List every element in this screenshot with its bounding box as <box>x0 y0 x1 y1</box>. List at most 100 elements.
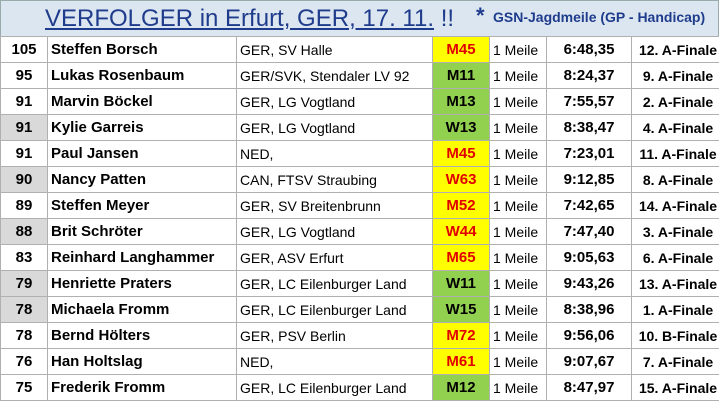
row: 75 Frederik Fromm GER, LC Eilenburger Land… <box>0 374 719 401</box>
time: 9:12,85 <box>546 166 632 193</box>
name: Marvin Böckel <box>47 88 237 115</box>
row: 89 Steffen Meyer GER, SV Breitenbrunn M52 1 … <box>0 192 719 219</box>
exclaim: !! <box>440 5 455 32</box>
time: 9:07,67 <box>546 348 632 375</box>
distance: 1 Meile <box>489 348 547 375</box>
final: 10. B-Finale <box>631 322 719 349</box>
name: Nancy Patten <box>47 166 237 193</box>
time: 8:47,97 <box>546 374 632 401</box>
points: 91 <box>0 114 48 141</box>
club: GER/SVK, Stendaler LV 92 <box>236 62 433 89</box>
final: 6. A-Finale <box>631 244 719 271</box>
distance: 1 Meile <box>489 218 547 245</box>
final: 8. A-Finale <box>631 166 719 193</box>
row: 76 Han Holtslag NED, M61 1 Meile 9:07,67 7. A-… <box>0 348 719 375</box>
points: 83 <box>0 244 48 271</box>
club: NED, <box>236 140 433 167</box>
age-class: M65 <box>432 244 490 271</box>
final: 15. A-Finale <box>631 374 719 401</box>
name: Steffen Borsch <box>47 36 237 63</box>
points: 91 <box>0 88 48 115</box>
title-line: VERFOLGER in Erfurt, GER, 17. 11. !! <box>45 5 454 33</box>
distance: 1 Meile <box>489 88 547 115</box>
row: 88 Brit Schröter GER, LG Vogtland W44 1 Meil… <box>0 218 719 245</box>
name: Paul Jansen <box>47 140 237 167</box>
subtitle: GSN-Jagdmeile (GP - Handicap) <box>493 9 706 25</box>
time: 7:42,65 <box>546 192 632 219</box>
row: 91 Kylie Garreis GER, LG Vogtland W13 1 Meil… <box>0 114 719 141</box>
points: 78 <box>0 322 48 349</box>
club: GER, LC Eilenburger Land <box>236 374 433 401</box>
distance: 1 Meile <box>489 270 547 297</box>
row: 78 Bernd Hölters GER, PSV Berlin M72 1 Meile… <box>0 322 719 349</box>
row: 90 Nancy Patten CAN, FTSV Straubing W63 1 Me… <box>0 166 719 193</box>
distance: 1 Meile <box>489 36 547 63</box>
distance: 1 Meile <box>489 322 547 349</box>
marker: * <box>476 3 485 28</box>
row: 79 Henriette Praters GER, LC Eilenburger L… <box>0 270 719 297</box>
club: GER, LG Vogtland <box>236 218 433 245</box>
distance: 1 Meile <box>489 62 547 89</box>
club: GER, LG Vogtland <box>236 114 433 141</box>
club: GER, SV Breitenbrunn <box>236 192 433 219</box>
club: GER, ASV Erfurt <box>236 244 433 271</box>
club: NED, <box>236 348 433 375</box>
name: Steffen Meyer <box>47 192 237 219</box>
time: 8:24,37 <box>546 62 632 89</box>
club: GER, LG Vogtland <box>236 88 433 115</box>
final: 11. A-Finale <box>631 140 719 167</box>
name: Reinhard Langhammer <box>47 244 237 271</box>
final: 13. A-Finale <box>631 270 719 297</box>
points: 88 <box>0 218 48 245</box>
row: 91 Marvin Böckel GER, LG Vogtland M13 1 Meil… <box>0 88 719 115</box>
distance: 1 Meile <box>489 140 547 167</box>
row: 95 Lukas Rosenbaum GER/SVK, Stendaler LV 9… <box>0 62 719 89</box>
row: 105 Steffen Borsch GER, SV Halle M45 1 Meile… <box>0 36 719 63</box>
points: 89 <box>0 192 48 219</box>
points: 95 <box>0 62 48 89</box>
row: 91 Paul Jansen NED, M45 1 Meile 7:23,01 11. A-… <box>0 140 719 167</box>
points: 76 <box>0 348 48 375</box>
points: 79 <box>0 270 48 297</box>
distance: 1 Meile <box>489 192 547 219</box>
name: Michaela Fromm <box>47 296 237 323</box>
final: 9. A-Finale <box>631 62 719 89</box>
distance: 1 Meile <box>489 296 547 323</box>
age-class: W44 <box>432 218 490 245</box>
age-class: W11 <box>432 270 490 297</box>
final: 2. A-Finale <box>631 88 719 115</box>
final: 12. A-Finale <box>631 36 719 63</box>
age-class: M45 <box>432 140 490 167</box>
distance: 1 Meile <box>489 166 547 193</box>
time: 8:38,47 <box>546 114 632 141</box>
name: Henriette Praters <box>47 270 237 297</box>
row: 83 Reinhard Langhammer GER, ASV Erfurt M65 1… <box>0 244 719 271</box>
club: GER, PSV Berlin <box>236 322 433 349</box>
time: 7:55,57 <box>546 88 632 115</box>
points: 91 <box>0 140 48 167</box>
time: 9:05,63 <box>546 244 632 271</box>
club: GER, LC Eilenburger Land <box>236 270 433 297</box>
final: 1. A-Finale <box>631 296 719 323</box>
title: VERFOLGER in Erfurt, GER, 17. 11. <box>45 5 435 32</box>
time: 7:47,40 <box>546 218 632 245</box>
age-class: W13 <box>432 114 490 141</box>
points: 90 <box>0 166 48 193</box>
age-class: M13 <box>432 88 490 115</box>
age-class: M52 <box>432 192 490 219</box>
age-class: M61 <box>432 348 490 375</box>
club: GER, LC Eilenburger Land <box>236 296 433 323</box>
age-class: M11 <box>432 62 490 89</box>
distance: 1 Meile <box>489 114 547 141</box>
name: Kylie Garreis <box>47 114 237 141</box>
points: 75 <box>0 374 48 401</box>
name: Bernd Hölters <box>47 322 237 349</box>
time: 9:56,06 <box>546 322 632 349</box>
header: VERFOLGER in Erfurt, GER, 17. 11. !! * G… <box>0 0 719 37</box>
final: 14. A-Finale <box>631 192 719 219</box>
name: Brit Schröter <box>47 218 237 245</box>
points: 78 <box>0 296 48 323</box>
time: 7:23,01 <box>546 140 632 167</box>
age-class: M12 <box>432 374 490 401</box>
